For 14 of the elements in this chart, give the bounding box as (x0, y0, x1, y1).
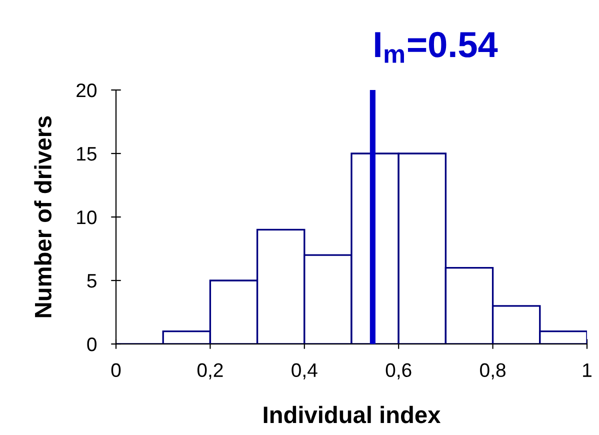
y-tick-label: 20 (76, 83, 96, 98)
x-tick-label: 0,2 (197, 363, 223, 380)
y-tick-label: 5 (87, 274, 96, 288)
ref-line-label: I$_{m}$=0.54 (375, 32, 498, 63)
x-tick-label: 0 (111, 363, 121, 378)
x-axis-title: Individual index (264, 406, 441, 424)
y-axis-title: Number of drivers (34, 116, 52, 318)
y-tick-label: 15 (77, 147, 96, 161)
y-tick-label: 0 (87, 337, 96, 352)
x-tick-label: 0,4 (292, 363, 318, 380)
x-tick-label: 0,6 (386, 363, 412, 380)
y-tick-label: 10 (77, 210, 96, 224)
x-tick-label: 0,8 (480, 363, 506, 380)
x-tick-label: 1 (583, 363, 592, 377)
